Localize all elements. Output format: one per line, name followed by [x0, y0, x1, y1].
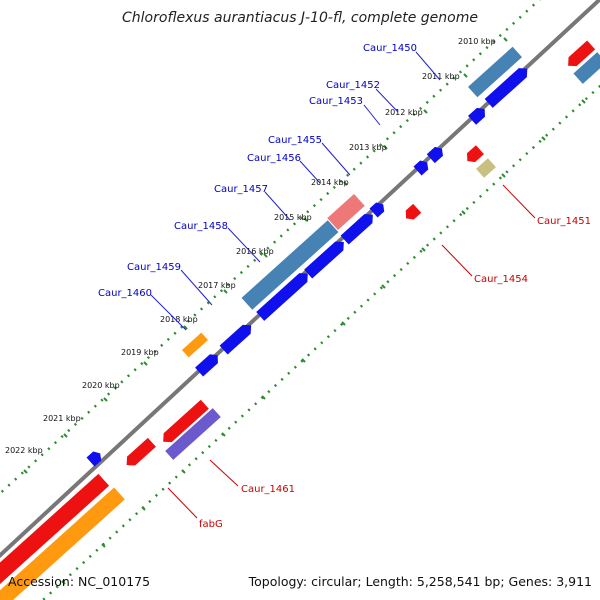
kbp-label: 2018 kbp	[160, 315, 198, 324]
outer-dotted-line	[0, 0, 541, 496]
gene-label[interactable]: Caur_1452	[326, 80, 380, 91]
gene-label[interactable]: Caur_1460	[98, 288, 152, 299]
kbp-labels: 2010 kbp 2011 kbp 2012 kbp 2013 kbp 2014…	[5, 37, 496, 455]
gene-block[interactable]	[0, 487, 125, 600]
inner-ticks	[61, 99, 586, 585]
minus-strand-features	[0, 40, 600, 600]
gene-arrow[interactable]	[340, 210, 377, 245]
gene-block[interactable]	[241, 220, 339, 310]
gene-label[interactable]: Caur_1456	[247, 153, 301, 164]
genome-stats-text: Topology: circular; Length: 5,258,541 bp…	[248, 574, 592, 589]
gene-label[interactable]: Caur_1458	[174, 221, 228, 232]
kbp-label: 2021 kbp	[43, 414, 81, 423]
gene-arrow[interactable]	[219, 321, 256, 355]
gene-label[interactable]: Caur_1450	[363, 43, 417, 54]
kbp-label: 2014 kbp	[311, 178, 349, 187]
gene-arrow[interactable]	[304, 237, 348, 279]
gene-label[interactable]: Caur_1461	[241, 484, 295, 495]
gene-arrow[interactable]	[426, 144, 446, 164]
gene-label[interactable]: Caur_1457	[214, 184, 268, 195]
kbp-label: 2010 kbp	[458, 37, 496, 46]
kbp-label: 2017 kbp	[198, 281, 236, 290]
gene-label[interactable]: fabG	[199, 519, 223, 530]
kbp-label: 2015 kbp	[274, 213, 312, 222]
gene-arrow[interactable]	[86, 449, 105, 467]
kbp-label: 2013 kbp	[349, 143, 387, 152]
gene-arrow[interactable]	[463, 145, 484, 165]
gene-arrow[interactable]	[484, 64, 532, 108]
gene-arrow[interactable]	[369, 200, 388, 218]
gene-block[interactable]	[165, 408, 221, 460]
gene-arrow[interactable]	[123, 437, 156, 470]
kbp-label: 2022 kbp	[5, 446, 43, 455]
gene-block[interactable]	[468, 46, 522, 98]
kbp-label: 2011 kbp	[422, 72, 460, 81]
top-label-connectors	[150, 51, 441, 331]
kbp-label: 2012 kbp	[385, 108, 423, 117]
inner-dotted-line	[41, 84, 600, 600]
kbp-label: 2019 kbp	[121, 348, 159, 357]
gene-label[interactable]: Caur_1455	[268, 135, 322, 146]
gene-arrow[interactable]	[413, 158, 432, 176]
bottom-label-connectors	[167, 184, 536, 519]
gene-arrow[interactable]	[195, 351, 222, 377]
gene-label[interactable]: Caur_1459	[127, 262, 181, 273]
kbp-label: 2016 kbp	[236, 247, 274, 256]
accession-text: Accession: NC_010175	[8, 574, 151, 589]
minus-gene-labels: Caur_1451 Caur_1454 Caur_1461 fabG	[199, 216, 591, 530]
gene-arrow[interactable]	[564, 40, 596, 71]
gene-arrow[interactable]	[159, 399, 209, 446]
gene-block[interactable]	[573, 52, 600, 84]
gene-label[interactable]: Caur_1453	[309, 96, 363, 107]
gene-block[interactable]	[181, 332, 209, 358]
plus-strand-features	[86, 46, 532, 467]
gene-label[interactable]: Caur_1454	[474, 274, 528, 285]
plus-gene-labels: Caur_1450 Caur_1452 Caur_1453 Caur_1455 …	[98, 43, 417, 299]
gene-block[interactable]	[0, 473, 110, 587]
gene-block[interactable]	[327, 194, 365, 230]
kbp-label: 2020 kbp	[82, 381, 120, 390]
map-title: Chloroflexus aurantiacus J-10-fl, comple…	[122, 10, 478, 26]
outer-ticks	[23, 37, 508, 474]
gene-label[interactable]: Caur_1451	[537, 216, 591, 227]
gene-arrow[interactable]	[256, 269, 312, 321]
gene-arrow[interactable]	[402, 203, 422, 223]
gene-arrow[interactable]	[468, 105, 489, 125]
gene-block[interactable]	[476, 158, 496, 178]
